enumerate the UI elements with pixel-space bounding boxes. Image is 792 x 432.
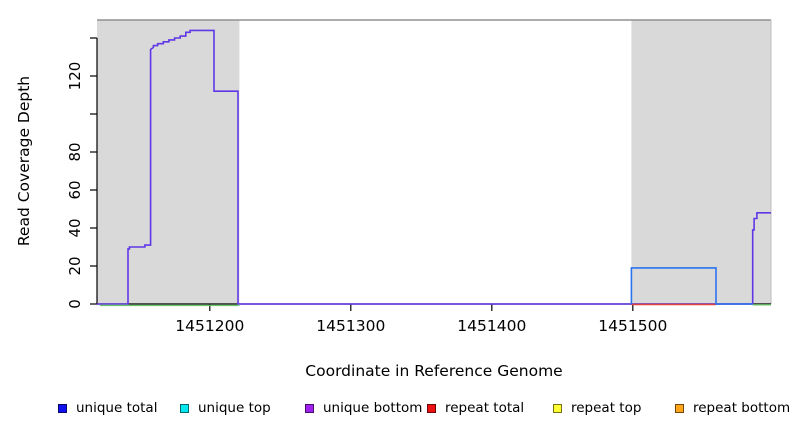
legend-label: repeat top (571, 400, 642, 416)
legend-item-unique-bottom: unique bottom (305, 399, 422, 417)
x-tick-label: 1451300 (316, 317, 385, 335)
legend-swatch-unique-top (180, 403, 189, 413)
y-tick-label: 0 (66, 299, 84, 309)
legend-item-repeat-top: repeat top (553, 399, 641, 417)
shaded-region-left (97, 20, 240, 304)
y-tick-label: 80 (66, 142, 84, 161)
legend-swatch-repeat-top (553, 403, 562, 413)
legend-label: unique top (198, 400, 271, 416)
legend-item-repeat-total: repeat total (427, 399, 524, 417)
legend-label: unique total (76, 400, 158, 416)
series-unique-bottom-line (97, 29, 771, 305)
legend-item-repeat-bottom: repeat bottom (675, 399, 790, 417)
legend-swatch-unique-total (58, 403, 67, 413)
legend-label: repeat total (445, 400, 525, 416)
x-tick-label: 1451200 (175, 317, 244, 335)
y-tick-label: 60 (66, 180, 84, 199)
legend-item-unique-top: unique top (180, 399, 271, 417)
legend-swatch-unique-bottom (305, 403, 314, 413)
legend-swatch-repeat-total (427, 403, 436, 413)
y-tick-label: 20 (66, 256, 84, 275)
y-tick-label: 40 (66, 218, 84, 237)
legend-item-unique-total: unique total (58, 399, 157, 417)
shaded-region-right (631, 20, 771, 304)
legend: unique total unique top unique bottom repea… (0, 399, 792, 419)
legend-swatch-repeat-bottom (675, 403, 684, 413)
series-unique-total-line (630, 267, 753, 305)
legend-label: repeat bottom (693, 400, 791, 416)
legend-label: unique bottom (323, 400, 423, 416)
x-axis-title: Coordinate in Reference Genome (305, 362, 563, 380)
x-tick-label: 1451500 (598, 317, 667, 335)
y-tick-label: 120 (66, 62, 84, 91)
y-axis-title: Read Coverage Depth (15, 75, 33, 247)
x-tick-label: 1451400 (457, 317, 526, 335)
